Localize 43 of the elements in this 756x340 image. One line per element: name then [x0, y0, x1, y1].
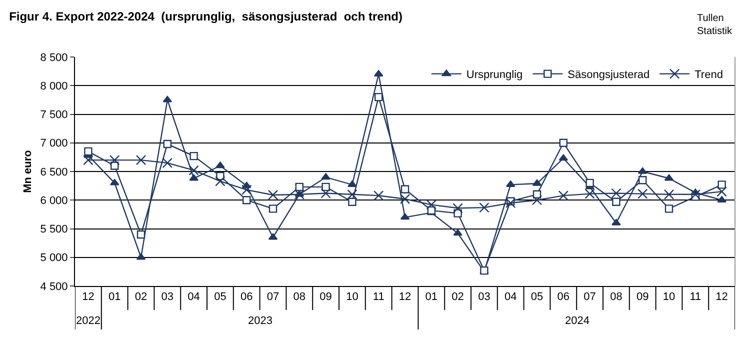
- text: Tullen Statistik: [697, 13, 734, 37]
- y-tick-label: 8 500: [40, 52, 68, 64]
- y-tick-label: 7 000: [40, 138, 68, 150]
- x-tick-label: 05: [530, 291, 544, 304]
- x-tick-label: 04: [188, 291, 200, 304]
- x-tick-label: 02: [134, 291, 148, 304]
- x-tick-label: 03: [478, 291, 490, 304]
- y-tick-label: 6 500: [40, 166, 68, 178]
- x-tick-label: 08: [610, 291, 622, 304]
- x-tick-label: 12: [82, 291, 94, 304]
- legend-label: Trend: [694, 69, 723, 82]
- text: 2024: [565, 315, 590, 327]
- x-tick-label: 05: [214, 291, 226, 304]
- x-tick-label: 01: [108, 291, 121, 304]
- x-tick-label: 10: [346, 291, 358, 304]
- y-axis-title: Mn euro: [22, 150, 34, 193]
- x-tick-label: 09: [320, 291, 332, 304]
- x-tick-label: 12: [398, 291, 412, 304]
- x-tick-label: 12: [716, 291, 728, 304]
- y-tick-label: 4 500: [40, 280, 68, 293]
- y-tick-label: 7 500: [40, 109, 68, 122]
- y-tick-label: 5 000: [40, 252, 68, 264]
- legend-label: Säsongsjusterad: [568, 69, 650, 82]
- x-tick-label: 07: [584, 291, 596, 304]
- x-tick-label: 09: [636, 291, 649, 304]
- y-tick-label: 8 000: [40, 80, 68, 92]
- x-tick-label: 06: [240, 291, 253, 304]
- y-tick-label: 6 000: [40, 194, 68, 207]
- x-tick-label: 01: [425, 291, 438, 304]
- text: 2023: [248, 315, 272, 327]
- x-tick-label: 07: [266, 291, 280, 304]
- x-tick-label: 10: [662, 291, 676, 304]
- x-tick-label: 06: [557, 291, 570, 304]
- chart-title: Figur 4. Export 2022-2024 (ursprunglig, säsongsjusterad och trend): [9, 9, 402, 24]
- x-tick-label: 03: [161, 291, 174, 304]
- x-tick-label: 11: [690, 291, 702, 304]
- x-tick-label: 04: [504, 291, 517, 304]
- legend-label: Ursprunglig: [466, 69, 523, 82]
- x-tick-label: 02: [452, 291, 464, 304]
- x-tick-label: 11: [372, 291, 384, 304]
- x-tick-label: 08: [293, 291, 306, 304]
- y-tick-label: 5 500: [40, 224, 68, 236]
- text: 2022: [76, 315, 100, 327]
